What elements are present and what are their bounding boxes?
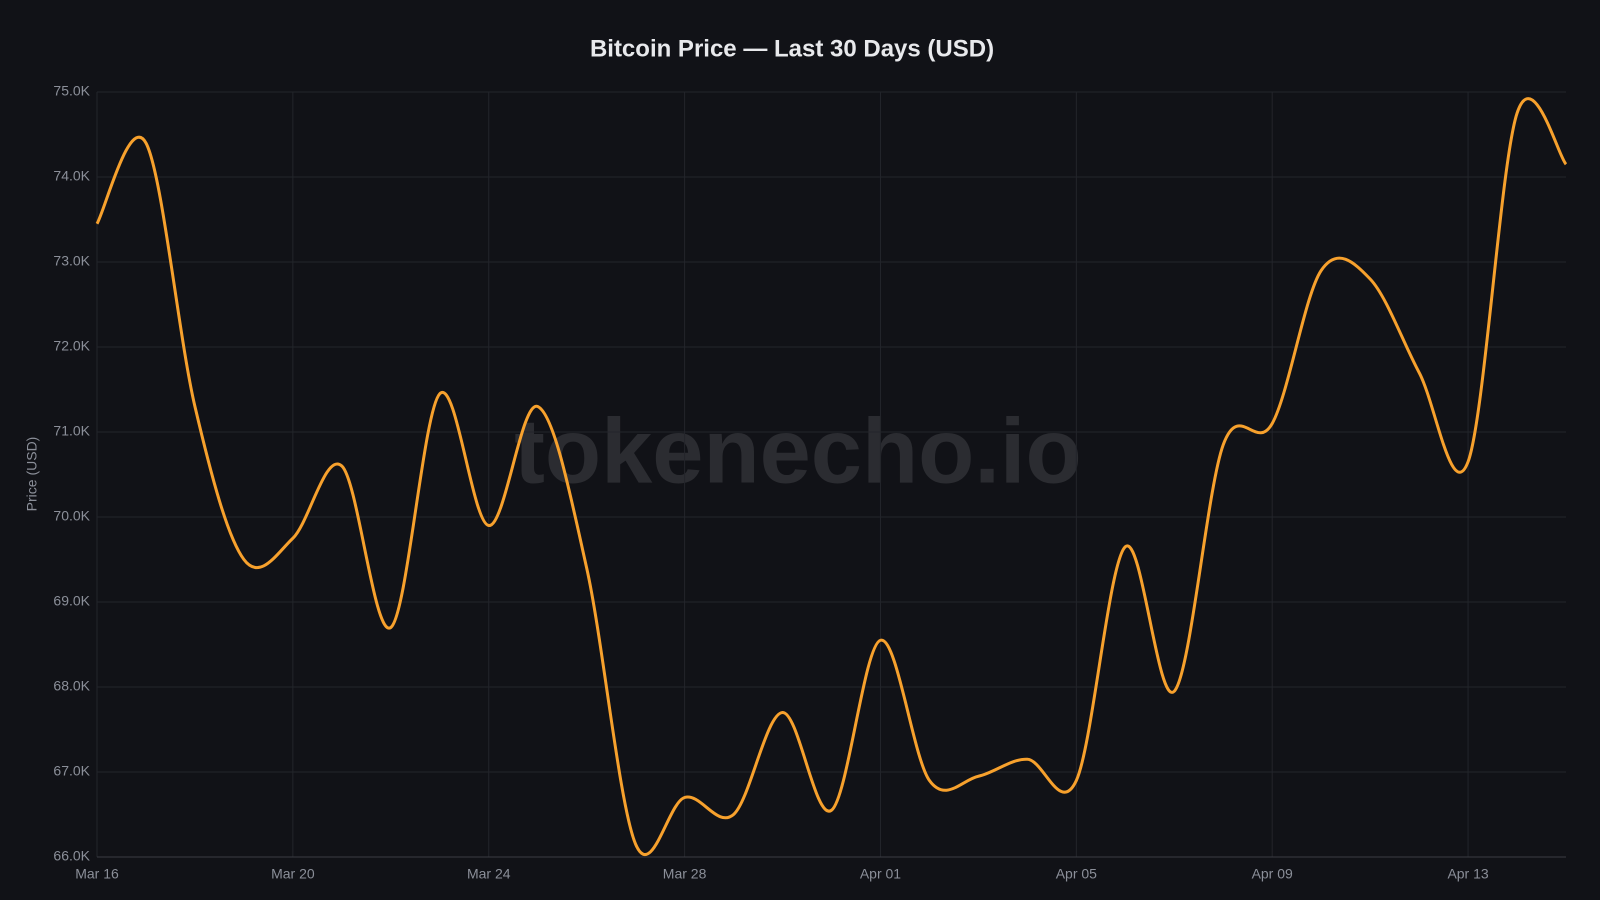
y-tick-label: 68.0K [53,678,90,694]
x-tick-label: Apr 05 [1056,866,1097,882]
y-tick-label: 69.0K [53,593,90,609]
x-tick-label: Mar 24 [467,866,511,882]
y-tick-label: 66.0K [53,848,90,864]
x-tick-label: Apr 13 [1447,866,1488,882]
x-tick-label: Mar 28 [663,866,707,882]
x-tick-label: Mar 16 [75,866,119,882]
y-tick-label: 72.0K [53,338,90,354]
chart-title: Bitcoin Price — Last 30 Days (USD) [590,35,994,62]
y-tick-label: 73.0K [53,253,90,269]
y-tick-label: 67.0K [53,763,90,779]
x-tick-label: Apr 09 [1252,866,1293,882]
x-tick-label: Mar 20 [271,866,315,882]
y-tick-label: 74.0K [53,168,90,184]
price-line [95,97,1568,856]
y-tick-label: 71.0K [53,423,90,439]
watermark: tokenecho.io [514,400,1081,502]
y-tick-label: 70.0K [53,508,90,524]
y-axis-label: Price (USD) [24,437,40,512]
y-tick-label: 75.0K [53,83,90,99]
x-tick-label: Apr 01 [860,866,901,882]
